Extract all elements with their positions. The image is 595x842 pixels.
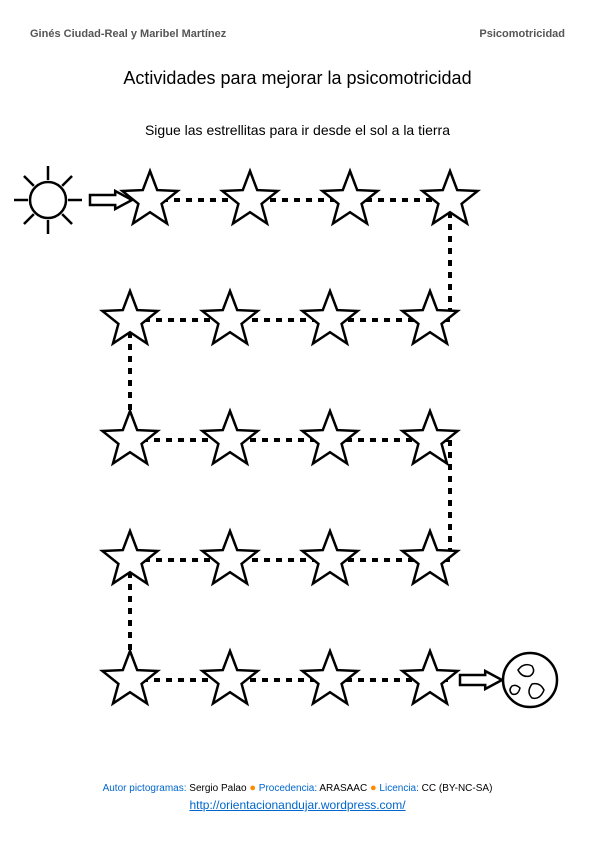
footer-lic-label: Licencia: (379, 783, 418, 794)
page-footer: Autor pictogramas: Sergio Palao ● Proced… (0, 780, 595, 815)
activity-diagram (0, 0, 595, 842)
star-icon (302, 291, 357, 344)
sun-ray (62, 214, 72, 224)
footer-proc-label: Procedencia: (259, 783, 317, 794)
star-icon (302, 531, 357, 584)
footer-lic: CC (BY-NC-SA) (422, 783, 493, 794)
star-icon (202, 291, 257, 344)
sun-icon (30, 182, 66, 218)
sun-ray (24, 176, 34, 186)
bullet-icon: ● (249, 782, 256, 794)
star-icon (222, 171, 277, 224)
star-icon (302, 411, 357, 464)
bullet-icon: ● (370, 782, 377, 794)
star-icon (202, 531, 257, 584)
star-icon (302, 651, 357, 704)
star-icon (102, 651, 157, 704)
star-icon (202, 411, 257, 464)
arrow-icon (460, 671, 502, 689)
star-icon (202, 651, 257, 704)
sun-ray (24, 214, 34, 224)
sun-ray (62, 176, 72, 186)
footer-proc: ARASAAC (319, 783, 367, 794)
star-icon (102, 411, 157, 464)
footer-link[interactable]: http://orientacionandujar.wordpress.com/ (189, 798, 405, 812)
star-icon (402, 651, 457, 704)
footer-author-label: Autor pictogramas: (103, 783, 187, 794)
footer-author: Sergio Palao (189, 783, 246, 794)
star-icon (122, 171, 177, 224)
star-icon (322, 171, 377, 224)
earth-icon (503, 653, 557, 707)
